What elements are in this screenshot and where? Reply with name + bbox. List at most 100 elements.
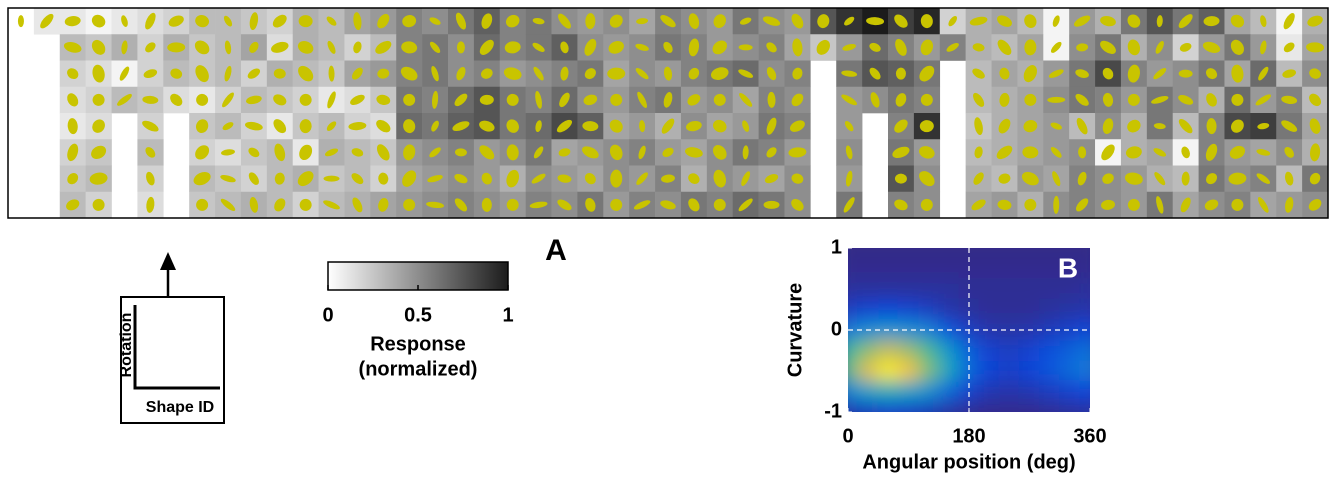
shape-glyph xyxy=(1307,15,1323,27)
shape-glyph xyxy=(713,14,726,28)
shape-glyph xyxy=(557,174,572,183)
shape-glyph xyxy=(1101,199,1115,210)
panel-b: 0 180 360-101 B Curvature Angular position… xyxy=(784,236,1106,473)
shape-glyph xyxy=(974,117,983,135)
shape-glyph xyxy=(845,145,853,160)
contour-cell xyxy=(897,298,920,321)
shape-glyph xyxy=(1309,93,1322,107)
shape-glyph xyxy=(585,13,596,30)
contour-cell xyxy=(897,248,920,259)
shape-glyph xyxy=(1075,93,1089,106)
shape-glyph xyxy=(633,200,651,210)
shape-glyph xyxy=(506,169,520,188)
shape-glyph xyxy=(89,172,108,185)
shape-glyph xyxy=(1309,68,1321,79)
shape-glyph xyxy=(503,67,522,80)
shape-glyph xyxy=(638,145,646,160)
shape-glyph xyxy=(506,144,519,161)
contour-cell xyxy=(958,401,980,412)
x-tick-label: 360 xyxy=(1073,425,1106,447)
shape-glyph xyxy=(1256,173,1271,184)
shape-glyph xyxy=(1282,69,1297,78)
shape-glyph xyxy=(353,12,362,31)
shape-glyph xyxy=(323,200,340,210)
shape-glyph xyxy=(610,198,623,211)
shape-glyph xyxy=(1127,64,1140,83)
shape-glyph xyxy=(1283,42,1295,53)
shape-glyph xyxy=(997,39,1012,56)
shape-glyph xyxy=(920,198,933,211)
shape-glyph xyxy=(66,199,80,211)
shape-glyph xyxy=(1284,196,1294,213)
contour-cell xyxy=(998,278,1020,300)
shape-glyph xyxy=(870,92,880,108)
shape-glyph xyxy=(378,172,389,185)
shape-glyph xyxy=(608,41,624,54)
shape-glyph xyxy=(481,172,493,185)
shape-glyph xyxy=(1021,171,1039,186)
shape-glyph xyxy=(560,66,569,81)
shape-glyph xyxy=(894,14,908,28)
shape-glyph xyxy=(1309,172,1321,185)
shape-glyph xyxy=(351,148,364,157)
shape-glyph xyxy=(1306,42,1325,53)
shape-glyph xyxy=(274,198,286,212)
shape-glyph xyxy=(791,13,804,29)
shape-glyph xyxy=(739,17,752,25)
shape-glyph xyxy=(92,119,105,133)
shape-glyph xyxy=(738,44,753,51)
contour-cell xyxy=(1059,319,1081,341)
shape-glyph xyxy=(431,65,439,82)
shape-glyph xyxy=(168,15,184,27)
shape-glyph xyxy=(920,93,933,106)
shape-glyph xyxy=(661,174,675,183)
shape-glyph xyxy=(609,14,623,28)
shape-glyph xyxy=(481,68,493,79)
shape-glyph xyxy=(637,91,648,109)
shape-glyph xyxy=(377,13,390,29)
contour-cell xyxy=(978,298,1000,321)
contour-cell xyxy=(877,401,899,412)
shape-glyph xyxy=(533,66,544,81)
contour-cell xyxy=(848,339,859,362)
shape-glyph xyxy=(789,120,805,132)
contour-cell xyxy=(877,380,899,403)
contour-cell xyxy=(857,339,879,362)
shape-glyph xyxy=(529,201,548,209)
contour-cell xyxy=(1018,257,1041,280)
shape-glyph xyxy=(609,119,623,133)
shape-glyph xyxy=(739,92,753,107)
shape-glyph xyxy=(479,94,494,105)
contour-cell xyxy=(857,401,879,412)
shape-glyph xyxy=(817,14,830,29)
shape-glyph xyxy=(146,171,155,186)
contour-cell xyxy=(897,360,920,382)
contour-cell xyxy=(857,298,879,321)
contour-cell xyxy=(1039,298,1061,321)
contour-cell xyxy=(897,278,920,300)
shape-glyph xyxy=(403,198,416,211)
shape-glyph xyxy=(1260,15,1267,28)
shape-glyph xyxy=(1050,41,1062,53)
key-box xyxy=(120,296,225,424)
shape-glyph xyxy=(1022,146,1039,159)
shape-glyph xyxy=(427,174,443,183)
shape-glyph xyxy=(92,64,105,83)
shape-glyph xyxy=(91,39,106,55)
shape-glyph xyxy=(639,120,646,133)
shape-glyph xyxy=(948,15,957,27)
shape-glyph xyxy=(1156,196,1164,214)
shape-glyph xyxy=(249,196,259,213)
shape-glyph xyxy=(1156,15,1163,28)
shape-glyph xyxy=(350,94,365,106)
contour-cell xyxy=(918,360,940,382)
shape-glyph xyxy=(298,15,313,28)
contour-cell xyxy=(938,257,960,280)
shape-glyph xyxy=(297,41,314,54)
shape-glyph xyxy=(273,119,287,134)
contour-cell xyxy=(918,319,940,341)
shape-glyph xyxy=(222,92,234,108)
shape-glyph xyxy=(635,43,649,51)
shape-glyph xyxy=(1231,198,1244,211)
contour-cell xyxy=(938,298,960,321)
